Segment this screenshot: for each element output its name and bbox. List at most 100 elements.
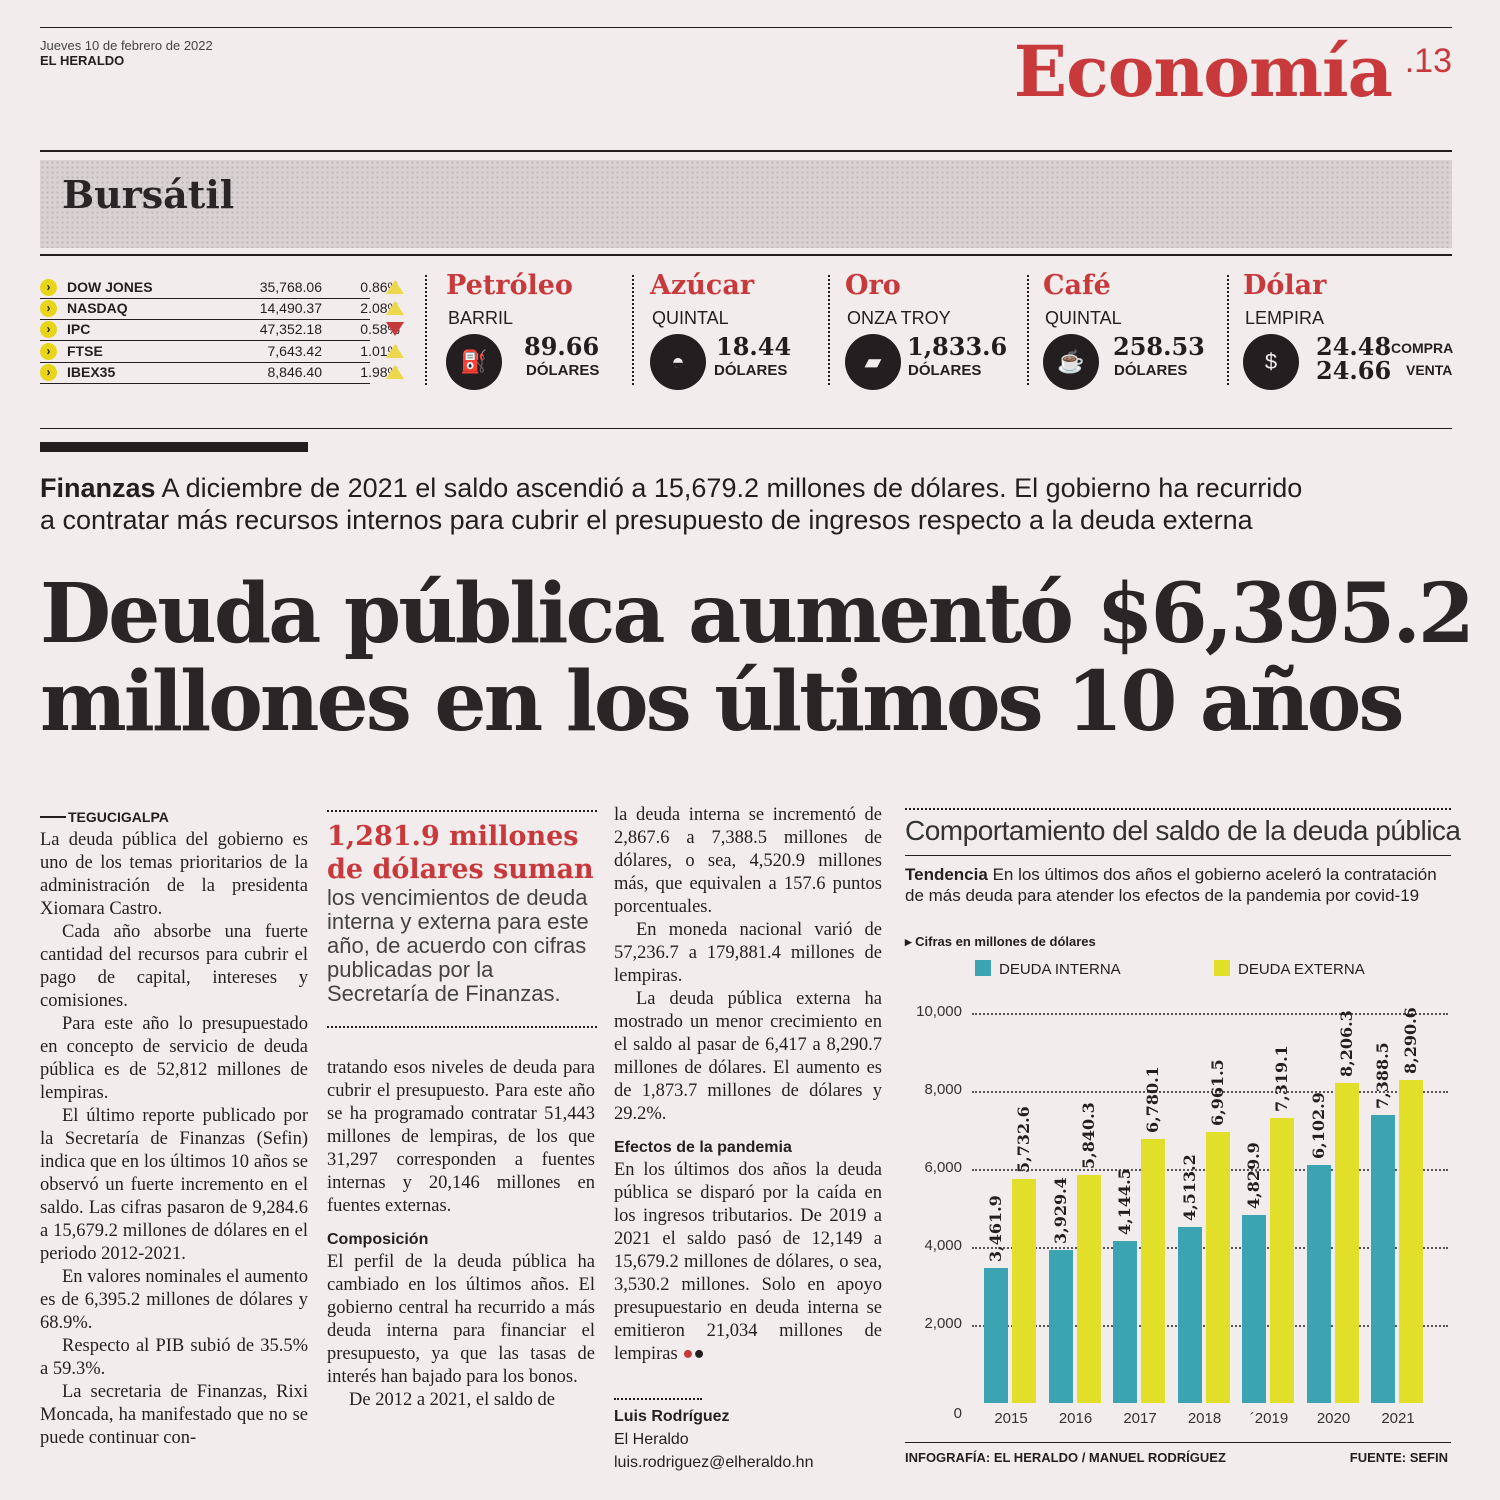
- gridline: [972, 1091, 1448, 1093]
- commodity-unit: BARRIL: [448, 308, 514, 328]
- x-tick-label: 2015: [994, 1410, 1028, 1427]
- stock-value: 14,490.37: [259, 300, 322, 316]
- bar-value-label: 4,829.9: [1244, 1141, 1263, 1209]
- bar-deuda-externa: [1205, 1131, 1230, 1403]
- commodity-name: Dólar: [1243, 270, 1327, 301]
- bar-deuda-externa: [1399, 1079, 1423, 1403]
- author-name: Luis Rodríguez: [614, 1408, 730, 1425]
- commodity-unit: LEMPIRA: [1245, 308, 1325, 328]
- commodity-name: Azúcar: [650, 270, 755, 301]
- commodity-value: 1,833.6: [907, 332, 1008, 361]
- divider: [632, 275, 634, 385]
- legend-swatch: [1214, 960, 1230, 976]
- y-tick-label: 2,000: [924, 1315, 962, 1332]
- headline-line-1: Deuda pública aumentó $6,395.2: [40, 566, 1475, 662]
- kicker-bar: [40, 442, 308, 452]
- divider: [905, 808, 1451, 810]
- x-tick-label: 2016: [1058, 1410, 1093, 1427]
- bar-value-label: 5,840.3: [1078, 1102, 1098, 1170]
- x-tick-label: ´2019: [1249, 1410, 1289, 1427]
- bar-value-label: 7,388.5: [1373, 1042, 1392, 1109]
- deck-line-1: A diciembre de 2021 el saldo ascendió a …: [161, 473, 1303, 503]
- commodity-unit: QUINTAL: [1045, 308, 1122, 328]
- paragraph: La deuda pública externa ha mostrado un …: [614, 989, 882, 1124]
- bar-deuda-externa: [1012, 1179, 1036, 1403]
- x-tick-label: 2020: [1316, 1410, 1351, 1427]
- legend-label: DEUDA INTERNA: [999, 961, 1121, 978]
- bar-value-label: 6,961.5: [1207, 1058, 1227, 1126]
- y-tick-label: 10,000: [916, 1003, 962, 1020]
- divider: [1027, 275, 1029, 385]
- paragraph: El perfil de la deuda pública ha cambiad…: [327, 1252, 595, 1387]
- highlight-text: los vencimientos de deuda interna y exte…: [327, 885, 589, 1006]
- stock-row-ibex35: › IBEX35 8,846.40 1.98%: [40, 362, 400, 384]
- end-mark-icon: ●: [682, 1344, 694, 1364]
- y-tick-label: 4,000: [924, 1237, 962, 1254]
- bar-deuda-interna: [1113, 1241, 1137, 1403]
- bar-deuda-externa: [1270, 1117, 1294, 1403]
- legend-swatch: [975, 960, 991, 976]
- dolar-sell-label: VENTA: [1406, 362, 1453, 378]
- chart-description-label: Tendencia: [905, 865, 988, 884]
- legend-item-interna: DEUDA INTERNA: [975, 960, 1121, 978]
- bursatil-title: Bursátil: [62, 172, 235, 217]
- oil-icon: ⛽: [446, 334, 502, 390]
- commodity-currency: DÓLARES: [714, 362, 788, 379]
- stock-name: IPC: [67, 321, 91, 337]
- divider: [1227, 275, 1229, 385]
- chevron-right-icon: ›: [40, 300, 57, 317]
- bar-value-label: 3,929.4: [1050, 1176, 1070, 1244]
- stock-value: 7,643.42: [267, 343, 323, 359]
- stock-row-ipc: › IPC 47,352.18 0.58%: [40, 319, 400, 341]
- paragraph: En moneda nacional varió de 57,236.7 a 1…: [614, 920, 882, 986]
- paragraph: Para este año lo presupuestado en concep…: [40, 1014, 308, 1103]
- stock-name: IBEX35: [67, 364, 116, 380]
- commodity-name: Petróleo: [446, 270, 573, 301]
- column-2: tratando esos niveles de deuda para cubr…: [327, 1057, 595, 1412]
- headline: Deuda pública aumentó $6,395.2 millones …: [40, 570, 1480, 746]
- dateline: TEGUCIGALPA: [68, 809, 169, 825]
- chart-description-text: En los últimos dos años el gobierno acel…: [905, 865, 1437, 905]
- paragraph-text: En los últimos dos años la deuda pública…: [614, 1160, 882, 1364]
- bursatil-band: [40, 160, 1452, 248]
- chart-units: ▸ Cifras en millones de dólares: [905, 934, 1096, 949]
- stock-name: DOW JONES: [67, 279, 153, 295]
- article-deck: Finanzas A diciembre de 2021 el saldo as…: [40, 472, 1460, 536]
- chevron-right-icon: ›: [40, 343, 57, 360]
- column-3: la deuda interna se incrementó de 2,867.…: [614, 804, 882, 1366]
- divider: [327, 810, 597, 812]
- chart-credits: INFOGRAFÍA: EL HERALDO / MANUEL RODRÍGUE…: [905, 1450, 1226, 1465]
- commodity-currency: DÓLARES: [526, 362, 600, 379]
- chart-source: FUENTE: SEFIN: [1349, 1450, 1448, 1465]
- commodity-name: Oro: [845, 270, 901, 301]
- author-org: El Heraldo: [614, 1431, 689, 1448]
- bar-value-label: 5,732.6: [1014, 1106, 1033, 1174]
- chevron-right-icon: ›: [40, 279, 57, 296]
- bar-deuda-interna: [984, 1267, 1008, 1403]
- paragraph: tratando esos niveles de deuda para cubr…: [327, 1058, 595, 1216]
- divider: [614, 1398, 702, 1400]
- bar-value-label: 4,144.5: [1115, 1168, 1134, 1236]
- x-tick-label: 2018: [1187, 1410, 1222, 1427]
- commodity-unit: ONZA TROY: [847, 308, 951, 328]
- divider: [828, 275, 830, 385]
- commodity-value: 258.53: [1113, 332, 1205, 361]
- author-email: luis.rodriguez@elheraldo.hn: [614, 1454, 814, 1471]
- stock-value: 35,768.06: [259, 279, 322, 295]
- dolar-sell-value: 24.66: [1316, 356, 1392, 385]
- bar-value-label: 6,102.9: [1308, 1092, 1328, 1159]
- dolar-buy-label: COMPRA: [1391, 340, 1454, 356]
- gridline: [972, 1013, 1448, 1015]
- bar-deuda-interna: [1048, 1249, 1073, 1403]
- paragraph: La deuda pública del gobierno es uno de …: [40, 830, 308, 919]
- divider: [327, 1026, 597, 1028]
- bar-deuda-interna: [1177, 1226, 1202, 1403]
- bar-deuda-interna: [1306, 1164, 1331, 1403]
- money-bag-icon: $: [1243, 334, 1299, 390]
- legend-label: DEUDA EXTERNA: [1238, 961, 1365, 978]
- deck-line-2: a contratar más recursos internos para c…: [40, 505, 1253, 535]
- dateline-wrap: TEGUCIGALPA: [40, 806, 308, 829]
- down-arrow-icon: [386, 322, 404, 336]
- column-1: TEGUCIGALPA La deuda pública del gobiern…: [40, 806, 308, 1450]
- stock-row-ftse: › FTSE 7,643.42 1.01%: [40, 341, 400, 363]
